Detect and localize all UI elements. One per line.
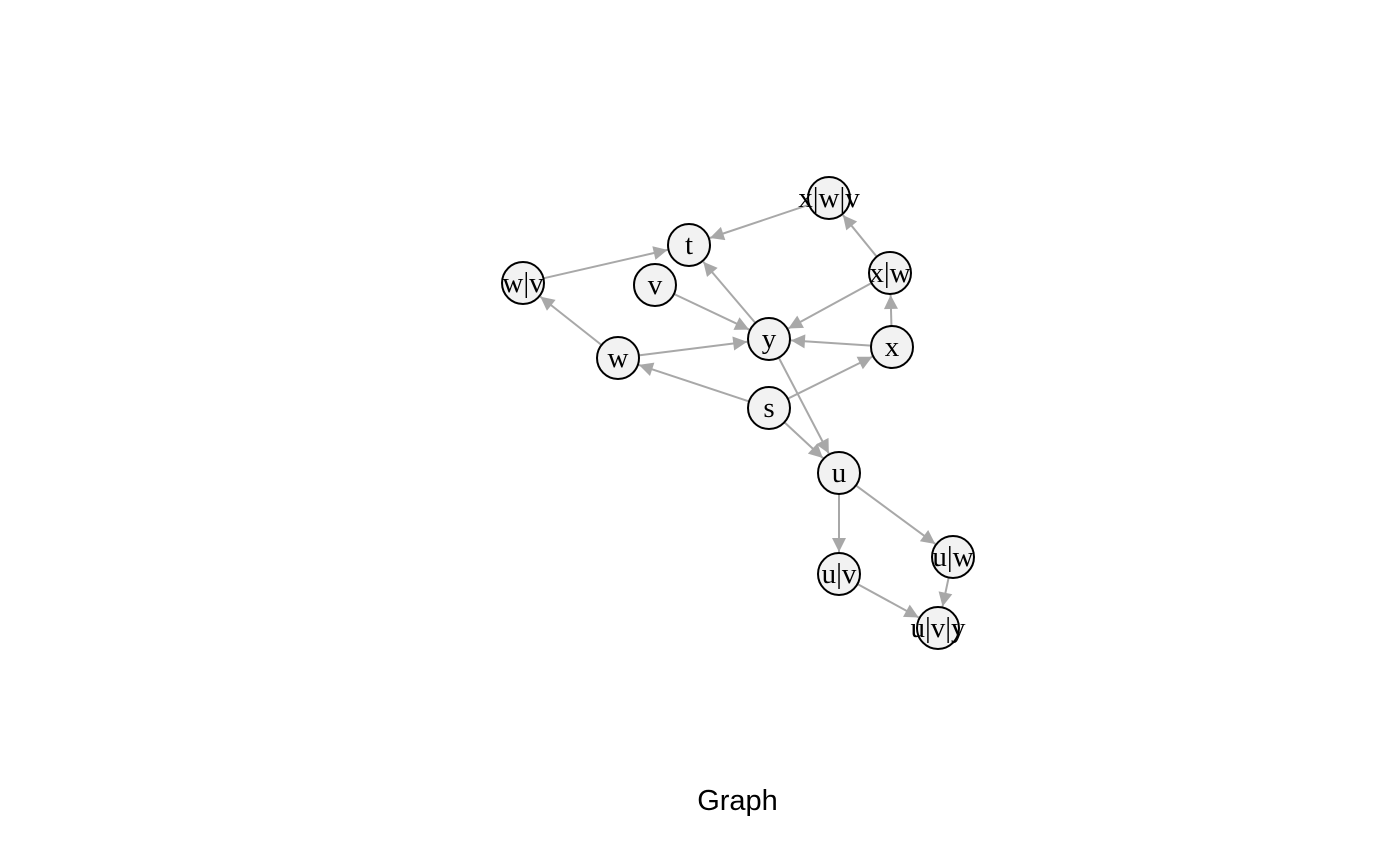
node-u: u: [817, 451, 861, 495]
node-label: u|w: [932, 541, 973, 573]
edge-y-to-u: [777, 357, 830, 454]
node-label: w|v: [502, 267, 544, 299]
node-label: u|v: [822, 558, 857, 590]
node-label: u: [832, 457, 847, 489]
nodes-layer: x|w|v t w|v v x|w y x w s u u|w u|v u|v|y: [501, 176, 975, 650]
node-circle: [817, 552, 861, 596]
edge-x-to-x-w: [883, 294, 898, 327]
edge-v-to-y: [673, 293, 750, 331]
node-label: x|w|v: [798, 182, 860, 214]
node-label: x: [885, 331, 900, 363]
edge-x-w-v-to-t: [709, 203, 810, 241]
node-u-w: u|w: [931, 535, 975, 579]
edge-x-w-to-x-w-v: [842, 214, 878, 258]
node-t: t: [667, 223, 711, 267]
node-u-v: u|v: [817, 552, 861, 596]
node-label: x|w: [869, 257, 910, 289]
edge-u-w-to-u-v-y: [938, 577, 953, 607]
node-circle: [667, 223, 711, 267]
edge-w-to-w-v: [539, 295, 603, 346]
node-x-w: x|w: [868, 251, 912, 295]
node-circle: [747, 317, 791, 361]
edge-y-to-t: [702, 261, 757, 324]
node-w: w: [596, 336, 640, 380]
node-label: v: [648, 269, 663, 301]
node-circle: [931, 535, 975, 579]
node-x: x: [870, 325, 914, 369]
node-s: s: [747, 386, 791, 430]
node-circle: [870, 325, 914, 369]
edge-s-to-u: [783, 421, 824, 459]
node-circle: [807, 176, 851, 220]
node-circle: [817, 451, 861, 495]
node-x-w-v: x|w|v: [798, 176, 860, 220]
edge-x-to-y: [790, 334, 872, 349]
edge-u-v-to-u-v-y: [856, 583, 920, 619]
node-label: t: [685, 229, 693, 261]
node-u-v-y: u|v|y: [910, 606, 966, 650]
node-label: y: [762, 323, 777, 355]
node-circle: [747, 386, 791, 430]
edge-s-to-x: [787, 355, 873, 400]
node-circle: [916, 606, 960, 650]
node-label: u|v|y: [910, 612, 966, 644]
edge-u-to-u-w: [855, 484, 936, 545]
node-w-v: w|v: [501, 261, 545, 305]
node-circle: [596, 336, 640, 380]
node-v: v: [633, 263, 677, 307]
node-circle: [868, 251, 912, 295]
node-label: s: [763, 392, 774, 424]
node-label: w: [608, 342, 629, 374]
edge-w-v-to-t: [543, 246, 668, 280]
graph-caption: Graph: [697, 785, 778, 817]
edges-layer: [539, 203, 953, 619]
edge-s-to-w: [638, 362, 750, 403]
edge-x-w-to-y: [787, 282, 873, 330]
node-circle: [633, 263, 677, 307]
edge-w-to-y: [638, 336, 748, 357]
node-circle: [501, 261, 545, 305]
node-y: y: [747, 317, 791, 361]
